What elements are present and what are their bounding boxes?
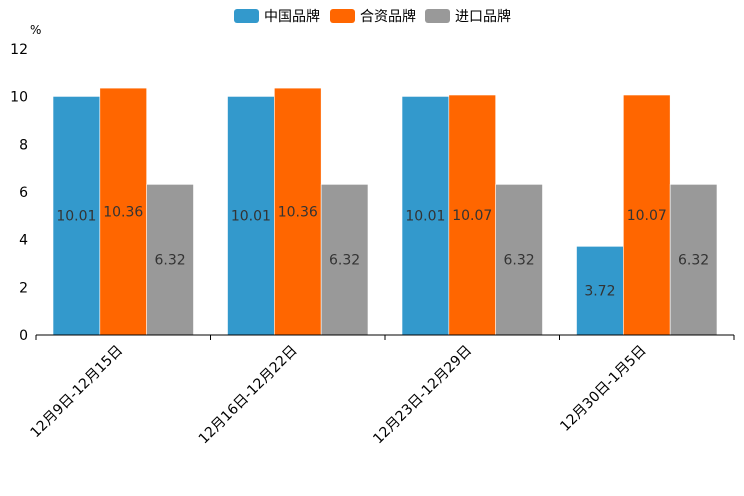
legend-item-1[interactable]: 合资品牌 [330, 8, 416, 25]
y-tick-label: 10 [10, 90, 28, 106]
y-axis: 0 2 4 6 8 10 12 [10, 42, 28, 344]
legend-label: 合资品牌 [360, 8, 416, 25]
bar[interactable] [669, 184, 718, 336]
legend-item-0[interactable]: 中国品牌 [234, 8, 320, 25]
y-tick-label: 12 [10, 42, 28, 58]
bar-group: 10.01 10.36 6.32 [52, 87, 194, 336]
bar-value-label: 6.32 [503, 253, 534, 269]
bar-group: 10.01 10.36 6.32 [227, 87, 369, 336]
bar-group: 10.01 10.07 6.32 [401, 94, 543, 336]
bar-value-label: 10.01 [231, 209, 271, 225]
x-tick-label: 12月9日-12月15日 [28, 343, 127, 442]
y-tick-label: 6 [19, 185, 28, 201]
x-tick-label: 12月16日-12月22日 [196, 343, 301, 448]
bar-value-label: 3.72 [584, 284, 615, 300]
x-axis: 12月9日-12月15日 12月16日-12月22日 12月23日-12月29日 12… [28, 334, 735, 448]
legend-swatch [234, 9, 259, 23]
bar[interactable] [448, 94, 496, 336]
y-tick-label: 0 [19, 328, 28, 344]
bar-value-label: 10.01 [405, 209, 445, 225]
legend: 中国品牌 合资品牌 进口品牌 [234, 8, 511, 25]
y-tick-label: 4 [19, 233, 28, 249]
bar-value-label: 10.07 [452, 208, 492, 224]
bar[interactable] [227, 96, 275, 336]
bar[interactable] [146, 184, 194, 336]
bar[interactable] [274, 87, 322, 336]
bar[interactable] [99, 87, 147, 336]
bar-value-label: 10.36 [103, 205, 143, 221]
bar-value-label: 6.32 [154, 253, 185, 269]
bar-group: 3.72 10.07 6.32 [576, 94, 718, 336]
bar-value-label: 6.32 [678, 253, 709, 269]
bar-value-label: 10.36 [278, 205, 318, 221]
legend-swatch [330, 9, 355, 23]
bar-value-label: 10.01 [56, 209, 96, 225]
bar-value-label: 10.07 [627, 208, 667, 224]
bar[interactable] [52, 96, 101, 336]
legend-label: 进口品牌 [455, 8, 511, 25]
y-tick-label: 8 [19, 137, 28, 153]
y-axis-unit-label: % [30, 23, 41, 37]
x-tick-label: 12月23日-12月29日 [370, 343, 475, 448]
legend-swatch [425, 9, 450, 23]
legend-label: 中国品牌 [264, 8, 320, 25]
bars: 10.01 10.36 6.32 10.01 10.36 6.32 10.01 10.07 6.… [52, 87, 718, 336]
x-tick-label: 12月30日-1月5日 [557, 343, 649, 435]
bar[interactable] [320, 184, 369, 336]
y-tick-label: 2 [19, 280, 28, 296]
bar[interactable] [576, 246, 624, 336]
bar-value-label: 6.32 [329, 253, 360, 269]
legend-item-2[interactable]: 进口品牌 [425, 8, 511, 25]
